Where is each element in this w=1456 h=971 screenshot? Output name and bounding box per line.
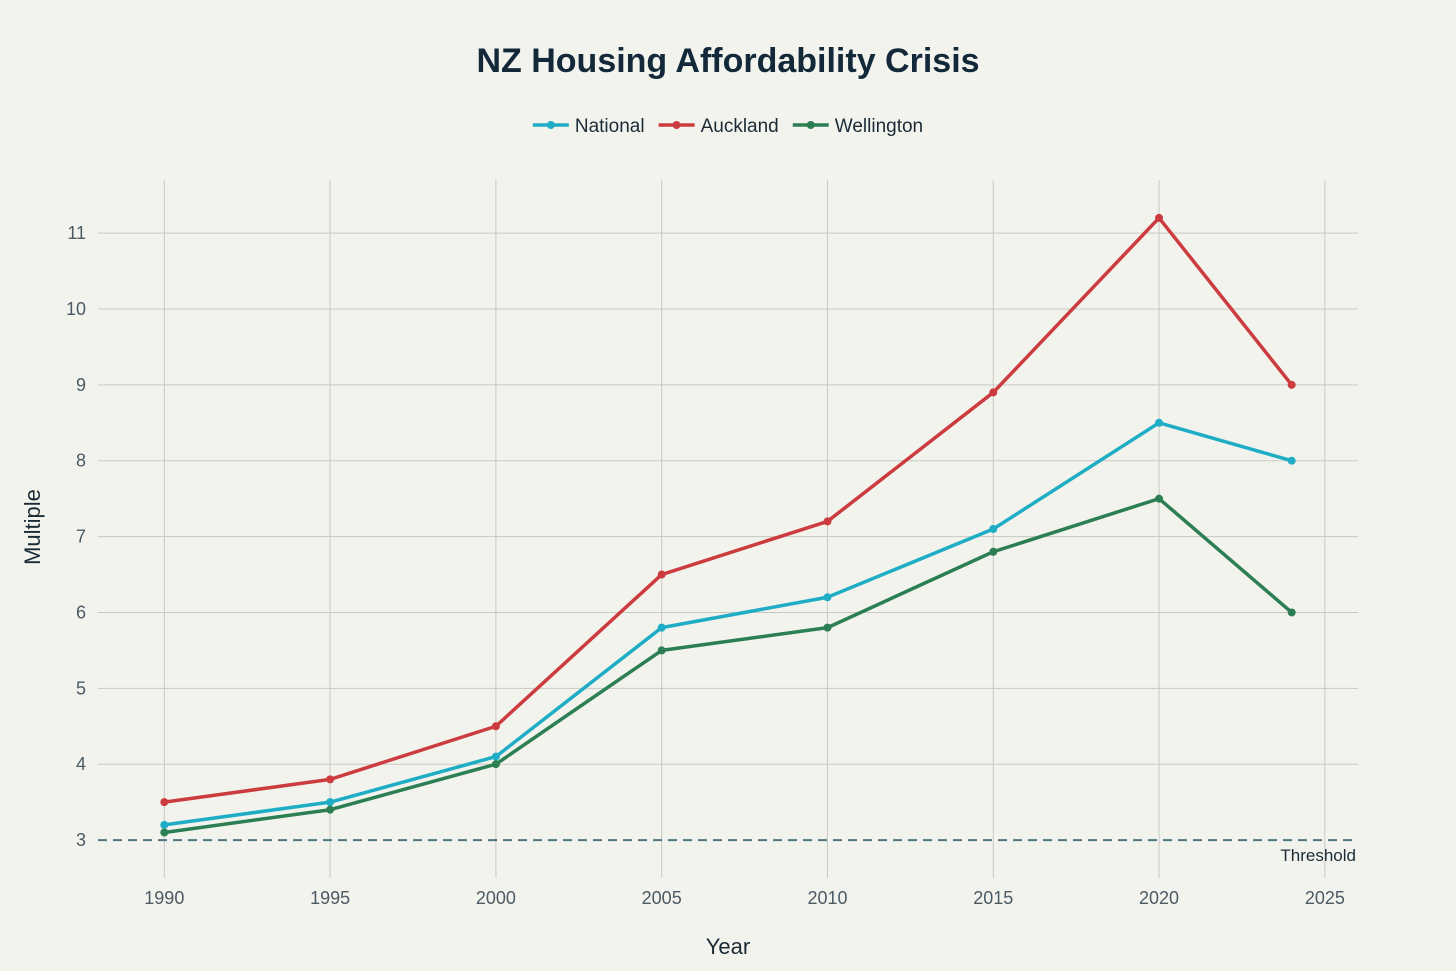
data-point-national (823, 593, 832, 602)
y-tick-label: 4 (76, 754, 86, 774)
y-tick-label: 7 (76, 527, 86, 547)
legend-label: Wellington (835, 116, 923, 137)
x-tick-label: 2000 (476, 888, 516, 908)
tick-labels: 1990 1995 2000 2005 2010 2015 2020 2025 3 4 5 6 7 8 9 1… (66, 223, 1345, 908)
grid (98, 180, 1358, 878)
legend-item-national[interactable]: National (532, 116, 645, 137)
series-line-national (162, 421, 1294, 827)
data-point-auckland (657, 570, 666, 579)
chart-title: NZ Housing Affordability Crisis (476, 42, 979, 80)
x-tick-label: 2015 (973, 888, 1013, 908)
x-axis-title: Year (706, 934, 750, 959)
y-tick-label: 10 (66, 299, 86, 319)
threshold: Threshold (98, 839, 1358, 865)
data-point-auckland (823, 517, 832, 526)
data-point-wellington (989, 547, 998, 556)
data-point-auckland (326, 775, 335, 784)
y-tick-label: 8 (76, 451, 86, 471)
x-tick-label: 2005 (642, 888, 682, 908)
y-axis-title: Multiple (20, 489, 45, 565)
legend-item-auckland[interactable]: Auckland (658, 116, 779, 137)
data-point-wellington (491, 760, 500, 769)
data-point-auckland (1287, 380, 1296, 389)
data-point-wellington (1155, 494, 1164, 503)
data-point-national (1287, 456, 1296, 465)
data-point-national (160, 820, 169, 829)
data-point-national (326, 798, 335, 807)
y-tick-label: 9 (76, 375, 86, 395)
data-point-auckland (989, 388, 998, 397)
data-point-national (657, 623, 666, 632)
legend-swatch-marker (672, 121, 681, 129)
data-point-wellington (1287, 608, 1296, 617)
y-tick-label: 6 (76, 602, 86, 622)
y-tick-label: 11 (67, 223, 86, 243)
series-line-wellington (162, 496, 1294, 835)
legend-item-wellington[interactable]: Wellington (792, 116, 923, 137)
x-tick-label: 2025 (1305, 888, 1345, 908)
x-tick-label: 2020 (1139, 888, 1179, 908)
y-tick-label: 3 (76, 830, 86, 850)
data-point-auckland (1155, 213, 1164, 222)
legend-label: Auckland (701, 116, 779, 137)
data-point-national (491, 752, 500, 761)
x-tick-label: 2010 (807, 888, 847, 908)
series-line-auckland (162, 216, 1294, 804)
legend-swatch-marker (546, 121, 555, 129)
data-point-wellington (326, 805, 335, 814)
x-tick-label: 1990 (144, 888, 184, 908)
data-point-wellington (657, 646, 666, 655)
legend: National Auckland Wellington (532, 116, 923, 137)
data-point-auckland (160, 798, 169, 807)
data-point-national (989, 525, 998, 533)
data-point-wellington (823, 623, 832, 632)
data-point-national (1155, 418, 1164, 427)
threshold-label: Threshold (1280, 846, 1356, 865)
legend-swatch-marker (806, 121, 815, 129)
data-point-auckland (491, 722, 500, 731)
x-tick-label: 1995 (310, 888, 350, 908)
series-group (160, 213, 1296, 837)
legend-label: National (575, 116, 645, 137)
data-point-wellington (160, 828, 169, 837)
y-tick-label: 5 (76, 678, 86, 698)
